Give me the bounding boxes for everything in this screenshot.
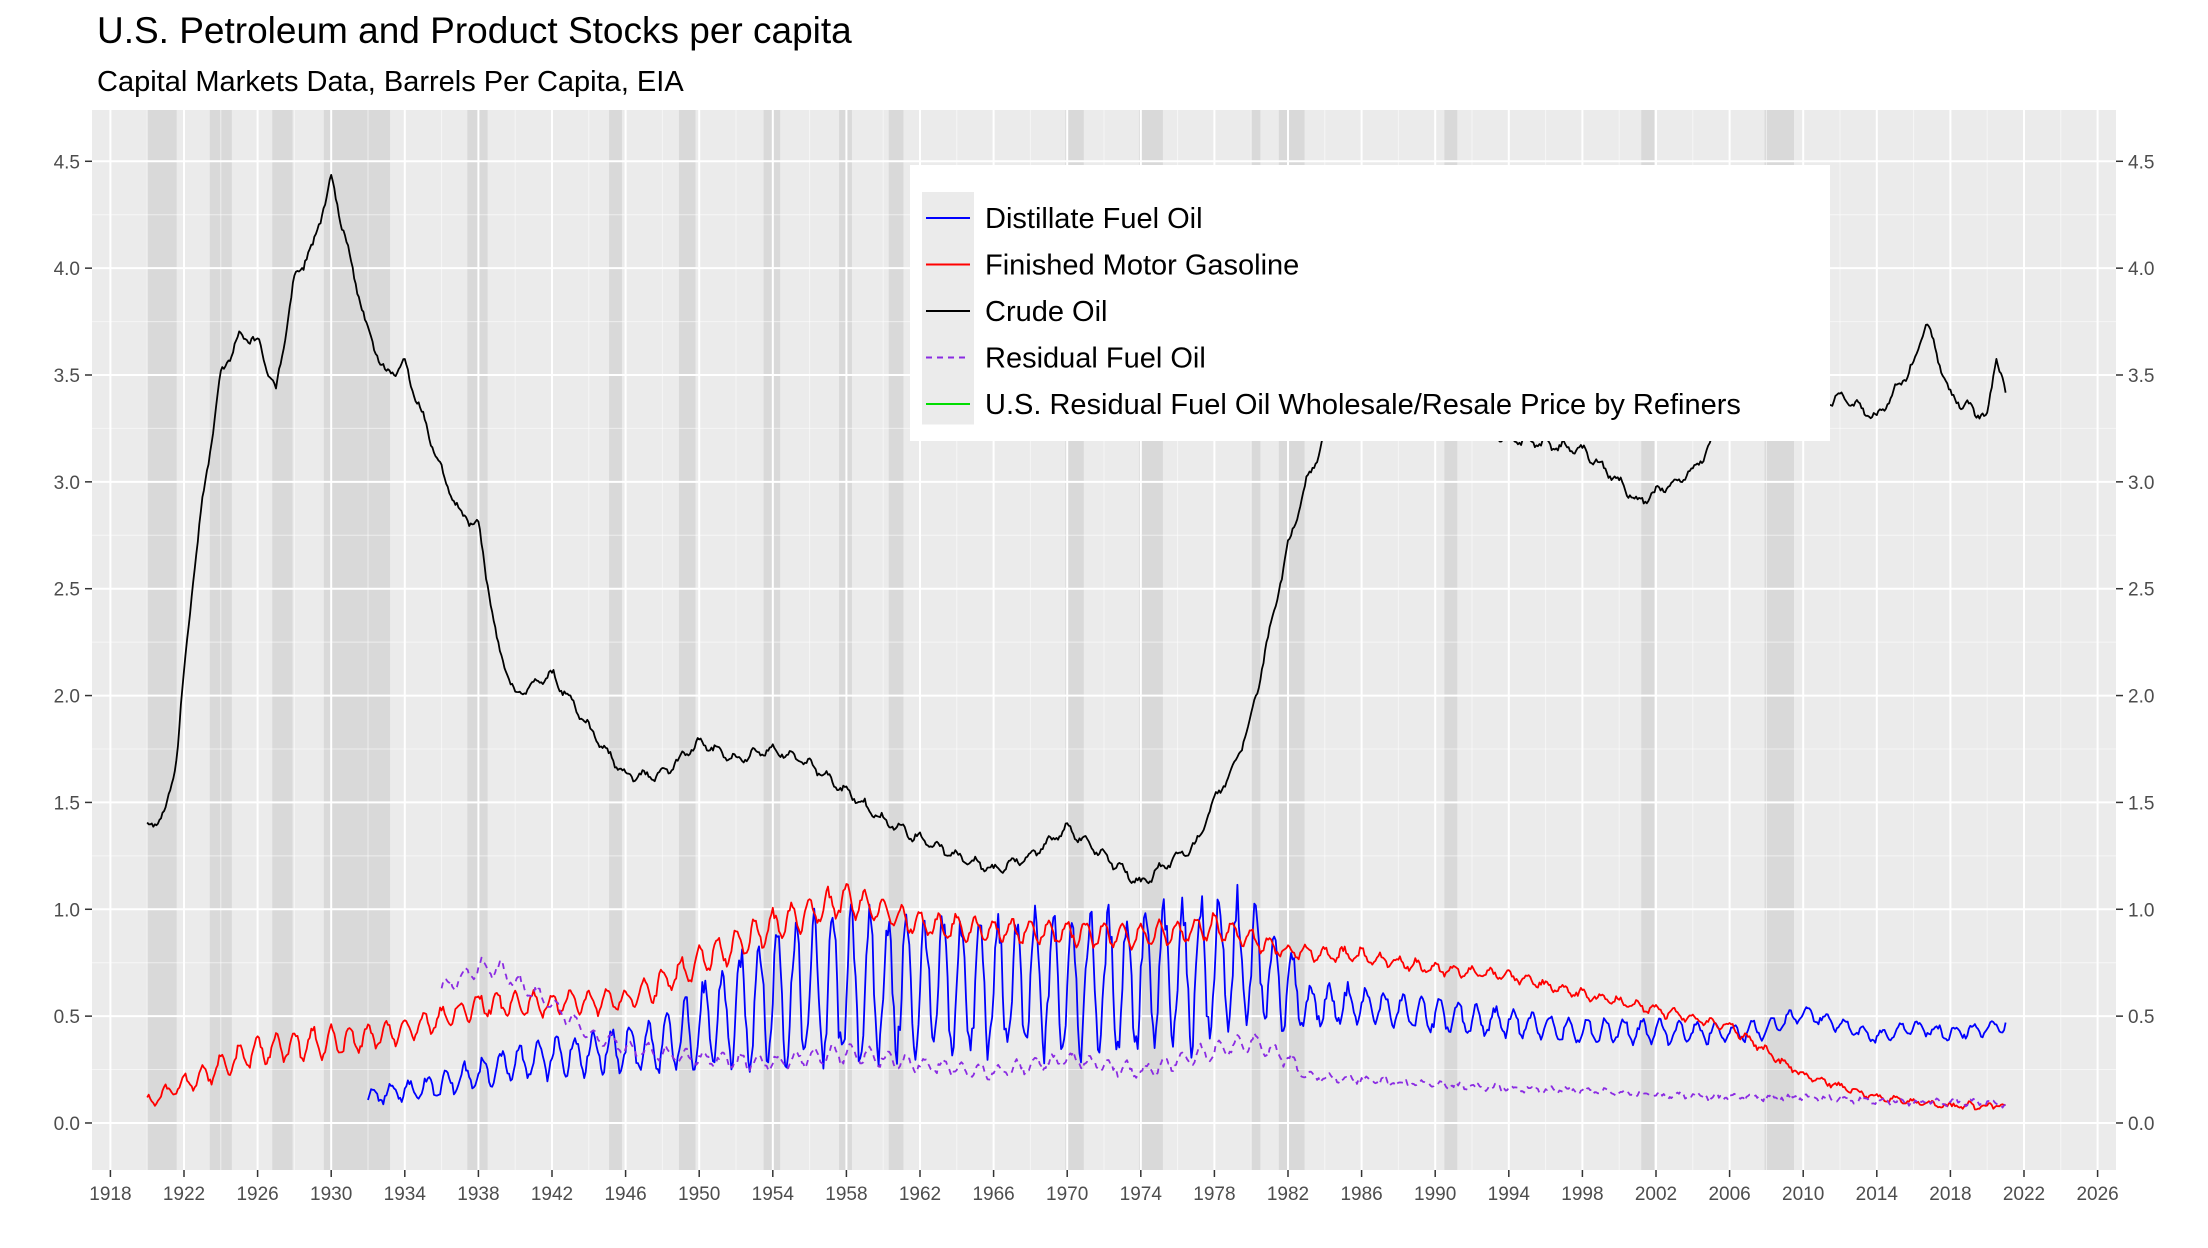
x-tick-label: 1962: [899, 1184, 941, 1205]
y-tick-label: 2.5: [54, 580, 80, 601]
x-tick-label: 2006: [1708, 1184, 1750, 1205]
x-tick-label: 1930: [310, 1184, 352, 1205]
recession-band: [1251, 110, 1261, 1170]
y-tick-label-right: 0.0: [2128, 1114, 2154, 1135]
legend-label: Residual Fuel Oil: [985, 343, 1206, 375]
series-line-distillate-fuel-oil: [367, 883, 2007, 1106]
y-tick-label: 3.5: [54, 366, 80, 387]
x-tick-label: 1974: [1120, 1184, 1163, 1205]
x-tick-label: 1982: [1267, 1184, 1309, 1205]
x-tick-label: 2014: [1856, 1184, 1899, 1205]
x-tick-label: 1966: [972, 1184, 1014, 1205]
y-tick-label: 4.0: [54, 259, 80, 280]
y-tick-label: 2.0: [54, 687, 80, 708]
series-line-finished-motor-gasoline: [146, 883, 2006, 1111]
recession-band: [147, 110, 177, 1170]
legend-label: U.S. Residual Fuel Oil Wholesale/Resale …: [985, 389, 1741, 421]
x-tick-label: 1958: [825, 1184, 867, 1205]
x-tick-label: 1994: [1488, 1184, 1531, 1205]
left-y-axis: 0.0 0.5 1.0 1.5 2.0 2.5 3.0 3.5 4.0 4.5: [54, 152, 92, 1135]
x-tick-label: 1926: [236, 1184, 278, 1205]
y-tick-label-right: 2.0: [2128, 687, 2154, 708]
x-tick-label: 2002: [1635, 1184, 1677, 1205]
x-tick-label: 2010: [1782, 1184, 1824, 1205]
y-tick-label: 3.0: [54, 473, 80, 494]
y-tick-label-right: 3.5: [2128, 366, 2154, 387]
series-line-residual-fuel-oil: [440, 956, 2007, 1109]
y-tick-label: 1.0: [54, 900, 80, 921]
y-tick-label-right: 3.0: [2128, 473, 2154, 494]
legend-label: Crude Oil: [985, 296, 1108, 328]
x-tick-label: 2022: [2003, 1184, 2045, 1205]
y-tick-label: 0.0: [54, 1114, 80, 1135]
x-tick-label: 1954: [752, 1184, 795, 1205]
legend-box: [910, 165, 1830, 441]
y-tick-label: 1.5: [54, 793, 80, 814]
y-tick-label-right: 1.0: [2128, 900, 2154, 921]
chart-subtitle: Capital Markets Data, Barrels Per Capita…: [97, 66, 684, 98]
legend: Distillate Fuel Oil Finished Motor Gasoli…: [910, 165, 1830, 441]
x-tick-label: 1942: [531, 1184, 573, 1205]
y-tick-label: 4.5: [54, 152, 80, 173]
y-tick-label-right: 1.5: [2128, 793, 2154, 814]
x-tick-label: 1986: [1340, 1184, 1382, 1205]
y-tick-label-right: 0.5: [2128, 1007, 2154, 1028]
x-tick-label: 1978: [1193, 1184, 1235, 1205]
legend-label: Distillate Fuel Oil: [985, 203, 1203, 235]
x-tick-label: 1946: [604, 1184, 646, 1205]
x-tick-label: 1918: [89, 1184, 131, 1205]
x-tick-label: 2018: [1929, 1184, 1971, 1205]
x-tick-label: 1934: [384, 1184, 427, 1205]
x-tick-label: 1990: [1414, 1184, 1456, 1205]
y-tick-label-right: 4.0: [2128, 259, 2154, 280]
y-tick-label: 0.5: [54, 1007, 80, 1028]
x-tick-label: 1950: [678, 1184, 720, 1205]
chart-title: U.S. Petroleum and Product Stocks per ca…: [97, 10, 852, 51]
x-tick-label: 2026: [2076, 1184, 2118, 1205]
right-y-axis: 0.0 0.5 1.0 1.5 2.0 2.5 3.0 3.5 4.0 4.5: [2116, 152, 2154, 1135]
x-tick-label: 1970: [1046, 1184, 1088, 1205]
y-tick-label-right: 4.5: [2128, 152, 2154, 173]
y-tick-label-right: 2.5: [2128, 580, 2154, 601]
x-tick-label: 1998: [1561, 1184, 1603, 1205]
legend-label: Finished Motor Gasoline: [985, 250, 1299, 282]
x-tick-label: 1922: [163, 1184, 205, 1205]
legend-key-background: [922, 192, 974, 425]
x-tick-label: 1938: [457, 1184, 499, 1205]
x-axis: 1918 1922 1926 1930 1934 1938 1942 1946 1950 1954…: [89, 1170, 2119, 1205]
series-line-crude-oil: [146, 173, 2007, 885]
